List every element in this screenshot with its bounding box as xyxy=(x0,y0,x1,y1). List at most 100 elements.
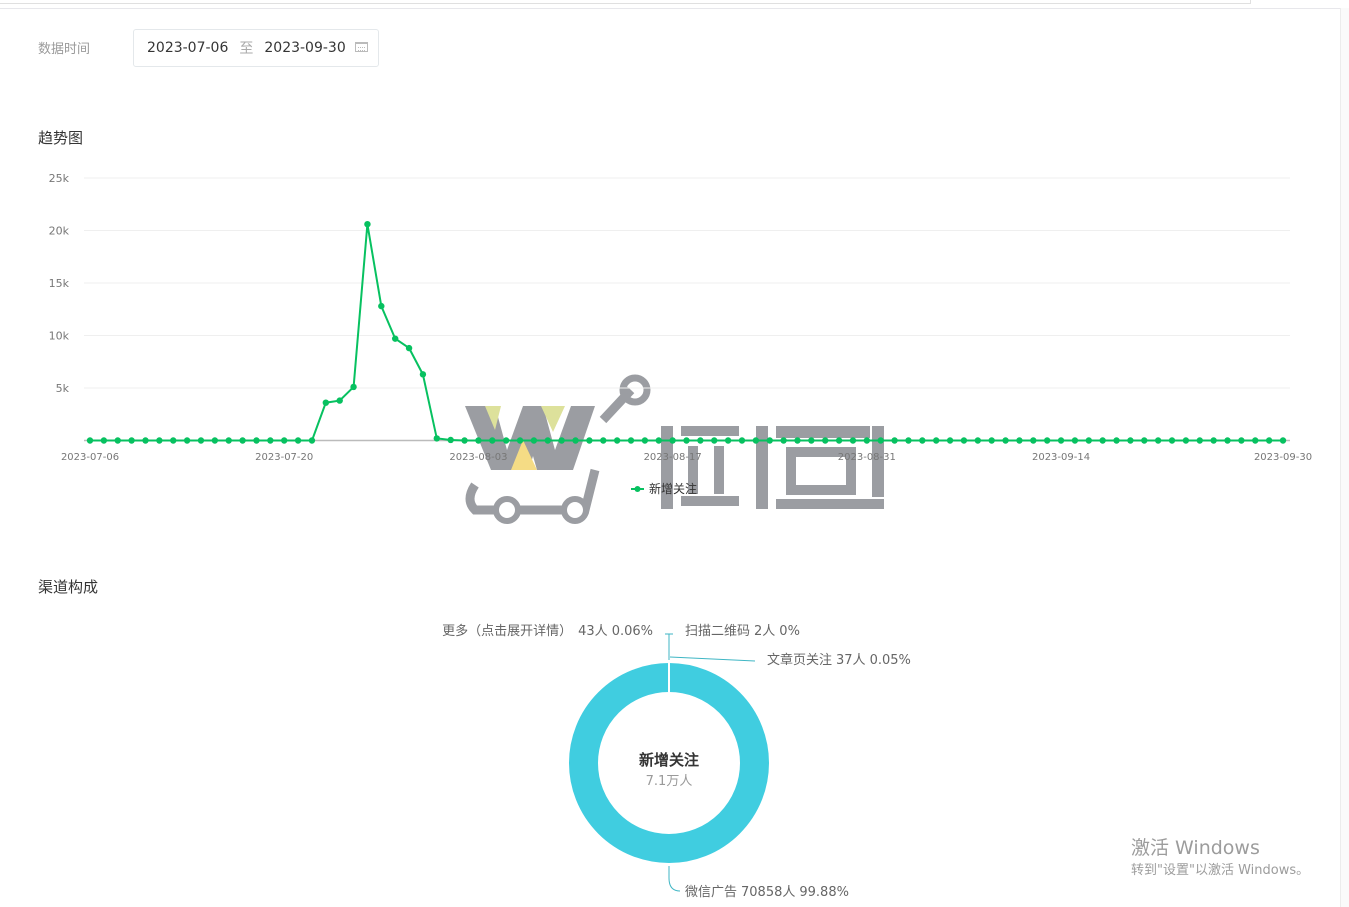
data-point[interactable] xyxy=(780,437,787,444)
end-date[interactable]: 2023-09-30 xyxy=(264,40,346,56)
data-point[interactable] xyxy=(600,437,607,444)
data-point[interactable] xyxy=(156,437,163,444)
data-point[interactable] xyxy=(281,437,288,444)
data-point[interactable] xyxy=(239,437,246,444)
windows-activation-subtitle: 转到"设置"以激活 Windows。 xyxy=(1131,863,1310,878)
data-point[interactable] xyxy=(849,437,857,444)
data-point[interactable] xyxy=(405,344,413,352)
data-point[interactable] xyxy=(724,437,732,444)
data-point[interactable] xyxy=(1168,437,1176,444)
data-point[interactable] xyxy=(669,437,676,444)
data-point[interactable] xyxy=(627,437,635,444)
data-point[interactable] xyxy=(641,437,649,444)
data-point[interactable] xyxy=(1224,437,1231,444)
data-point[interactable] xyxy=(766,437,773,444)
start-date[interactable]: 2023-07-06 xyxy=(147,40,229,56)
data-point[interactable] xyxy=(211,437,219,444)
data-point[interactable] xyxy=(752,437,760,444)
data-point[interactable] xyxy=(1030,437,1037,444)
data-point[interactable] xyxy=(378,302,385,310)
data-point[interactable] xyxy=(1238,437,1245,444)
data-point[interactable] xyxy=(170,437,177,444)
data-point[interactable] xyxy=(516,437,524,444)
data-point[interactable] xyxy=(877,437,884,444)
data-point[interactable] xyxy=(475,437,482,444)
data-point[interactable] xyxy=(988,437,995,444)
y-tick-label: 10k xyxy=(49,330,70,343)
data-point[interactable] xyxy=(558,437,565,444)
data-point[interactable] xyxy=(1071,437,1079,444)
data-point[interactable] xyxy=(267,437,274,444)
data-point[interactable] xyxy=(1016,437,1023,444)
data-point[interactable] xyxy=(308,437,316,444)
data-point[interactable] xyxy=(197,437,205,444)
data-point[interactable] xyxy=(322,399,330,406)
donut-slice-wechat-ads[interactable] xyxy=(569,663,769,863)
data-point[interactable] xyxy=(502,437,510,444)
data-point[interactable] xyxy=(683,437,690,444)
data-point[interactable] xyxy=(974,437,982,444)
data-point[interactable] xyxy=(1113,437,1120,444)
data-point[interactable] xyxy=(711,437,718,444)
data-point[interactable] xyxy=(655,437,662,444)
data-point[interactable] xyxy=(461,437,468,444)
data-point[interactable] xyxy=(364,221,371,228)
data-point[interactable] xyxy=(1002,437,1009,444)
data-point[interactable] xyxy=(932,437,940,444)
data-point[interactable] xyxy=(960,437,968,444)
data-point[interactable] xyxy=(350,383,357,391)
data-point[interactable] xyxy=(142,437,149,444)
data-point[interactable] xyxy=(905,437,912,444)
data-point[interactable] xyxy=(613,437,621,444)
chart-legend[interactable]: 新增关注 xyxy=(631,481,697,496)
data-point[interactable] xyxy=(794,437,801,444)
data-point[interactable] xyxy=(447,436,454,444)
data-point[interactable] xyxy=(86,437,94,444)
data-point[interactable] xyxy=(863,437,871,444)
data-point[interactable] xyxy=(1043,437,1051,444)
data-point[interactable] xyxy=(114,437,121,444)
data-point[interactable] xyxy=(1154,437,1162,444)
data-point[interactable] xyxy=(822,437,829,444)
data-point[interactable] xyxy=(891,437,898,444)
calendar-icon[interactable] xyxy=(355,42,368,52)
data-point[interactable] xyxy=(1127,437,1134,444)
data-point[interactable] xyxy=(225,437,232,444)
data-point[interactable] xyxy=(1099,437,1106,444)
data-point[interactable] xyxy=(919,437,926,444)
data-point[interactable] xyxy=(1182,437,1190,444)
data-point[interactable] xyxy=(391,335,399,342)
data-point[interactable] xyxy=(946,437,954,444)
slice-label-more[interactable]: 更多（点击展开详情） 43人 0.06% xyxy=(442,623,653,639)
data-point[interactable] xyxy=(1279,437,1287,444)
x-tick-label: 2023-08-03 xyxy=(449,452,507,463)
page-scrollbar[interactable] xyxy=(1340,8,1349,907)
date-range-picker[interactable]: 2023-07-06 至 2023-09-30 xyxy=(133,29,379,67)
data-point[interactable] xyxy=(808,437,815,444)
data-point[interactable] xyxy=(433,435,441,442)
data-point[interactable] xyxy=(530,437,538,444)
data-point[interactable] xyxy=(1210,437,1217,444)
data-point[interactable] xyxy=(128,437,135,444)
data-point[interactable] xyxy=(419,371,427,378)
donut-center-value: 7.1万人 xyxy=(646,774,693,789)
data-point[interactable] xyxy=(586,437,593,444)
data-point[interactable] xyxy=(1265,437,1273,444)
data-point[interactable] xyxy=(1252,437,1259,444)
data-point[interactable] xyxy=(697,437,704,444)
data-point[interactable] xyxy=(1057,437,1065,444)
data-point[interactable] xyxy=(294,437,302,444)
data-point[interactable] xyxy=(183,437,191,444)
data-point[interactable] xyxy=(572,437,579,444)
data-point[interactable] xyxy=(489,437,496,444)
data-point[interactable] xyxy=(544,437,551,444)
data-point[interactable] xyxy=(1196,437,1203,444)
data-point[interactable] xyxy=(100,437,108,444)
data-point[interactable] xyxy=(253,437,260,444)
data-point[interactable] xyxy=(336,397,343,404)
data-point[interactable] xyxy=(1141,437,1148,444)
data-point[interactable] xyxy=(738,437,746,444)
data-point[interactable] xyxy=(1085,437,1092,444)
data-point[interactable] xyxy=(835,437,843,444)
channel-section-title: 渠道构成 xyxy=(38,578,99,596)
